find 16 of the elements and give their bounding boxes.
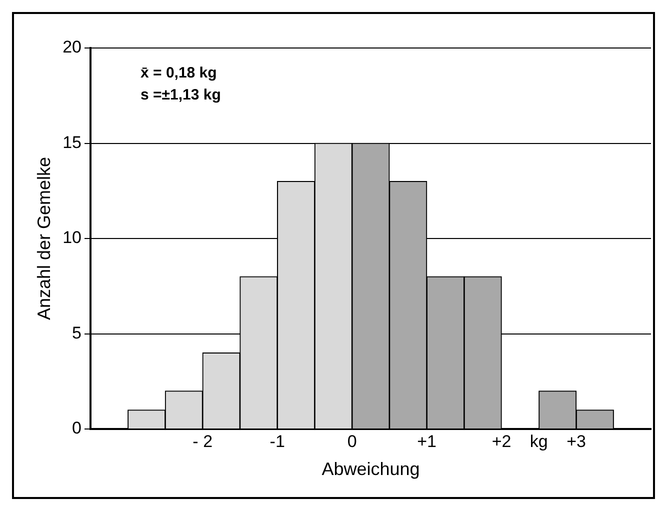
y-tick-label: 0 [72,418,82,438]
y-axis-title: Anzahl der Gemelke [34,156,54,320]
annotation: s =±1,13 kg [140,86,221,104]
y-tick-label: 10 [62,228,82,248]
x-axis-title: Abweichung [322,459,420,480]
x-tick-label: - 2 [192,432,213,451]
y-tick-label: 20 [62,38,82,57]
x-tick-label: kg [530,432,548,451]
x-tick-label: +1 [417,432,436,451]
annotation: x̄ = 0,18 kg [140,64,217,82]
x-tick-label: 0 [347,432,357,451]
y-tick-label: 15 [62,132,82,152]
x-tick-label: -1 [270,432,285,451]
y-tick-label: 5 [72,323,82,342]
x-tick-label: +2 [492,432,512,451]
x-tick-label: +3 [566,432,586,451]
